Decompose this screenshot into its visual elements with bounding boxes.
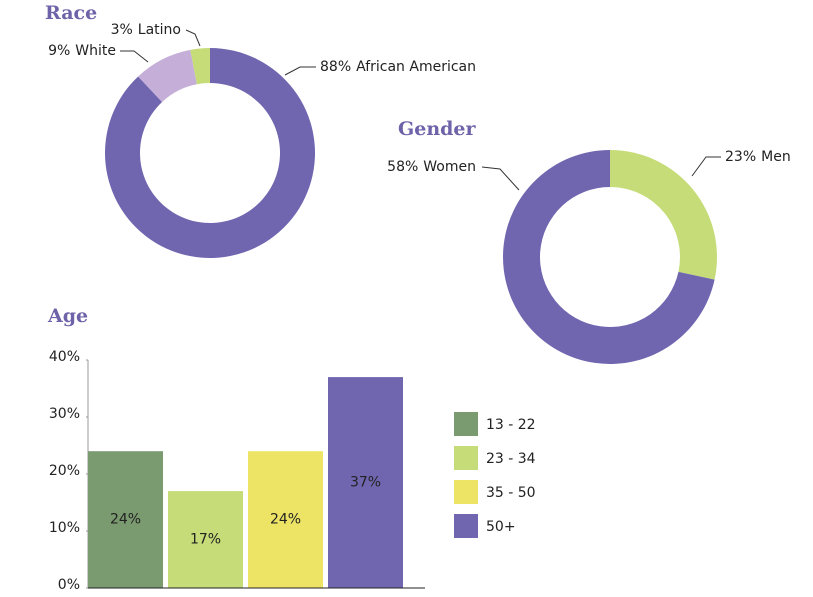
slice-label: 23% Men <box>725 149 791 165</box>
donut-slice <box>190 48 210 85</box>
donut-slice <box>610 150 717 280</box>
bar-value-label: 17% <box>190 532 221 548</box>
chart-title: Age <box>47 305 88 327</box>
legend-swatch <box>454 412 478 436</box>
y-tick-label: 40% <box>49 349 80 365</box>
chart-title: Race <box>45 2 97 24</box>
y-tick-label: 0% <box>58 577 80 593</box>
bar-value-label: 37% <box>350 475 381 491</box>
slice-category: White <box>75 43 116 59</box>
chart-title: Gender <box>398 118 477 140</box>
slice-value-label: 88% <box>320 59 351 75</box>
bar <box>328 377 403 588</box>
slice-label: 3% Latino <box>111 22 181 38</box>
leader-line <box>185 29 201 47</box>
y-tick-label: 20% <box>49 463 80 479</box>
slice-value-label: 23% <box>725 149 756 165</box>
leader-line <box>481 166 520 191</box>
leader-line <box>120 50 149 63</box>
bar-value-label: 24% <box>110 512 141 528</box>
legend-label: 13 - 22 <box>486 417 536 433</box>
bar <box>248 451 323 588</box>
slice-category: Men <box>761 149 791 165</box>
bar <box>168 491 243 588</box>
slice-category: African American <box>356 59 476 75</box>
bar-value-label: 24% <box>270 512 301 528</box>
slice-category: Latino <box>138 22 181 38</box>
legend-swatch <box>454 446 478 470</box>
legend-swatch <box>454 480 478 504</box>
slice-value-label: 9% <box>48 43 70 59</box>
slice-value-label: 3% <box>111 22 133 38</box>
donut-slice <box>138 49 197 102</box>
slice-value-label: 58% <box>387 159 418 175</box>
leader-line <box>284 66 316 76</box>
bar <box>88 451 163 588</box>
y-tick-label: 30% <box>49 406 80 422</box>
slice-label: 88% African American <box>320 59 476 75</box>
donut-slice <box>104 48 315 258</box>
leader-line <box>691 156 721 177</box>
legend-label: 35 - 50 <box>486 485 536 501</box>
legend-label: 23 - 34 <box>486 451 536 467</box>
legend-label: 50+ <box>486 519 516 535</box>
donut-slice <box>502 150 715 364</box>
slice-label: 9% White <box>48 43 116 59</box>
y-tick-label: 10% <box>49 520 80 536</box>
slice-category: Women <box>423 159 476 175</box>
slice-label: 58% Women <box>387 159 476 175</box>
legend-swatch <box>454 514 478 538</box>
